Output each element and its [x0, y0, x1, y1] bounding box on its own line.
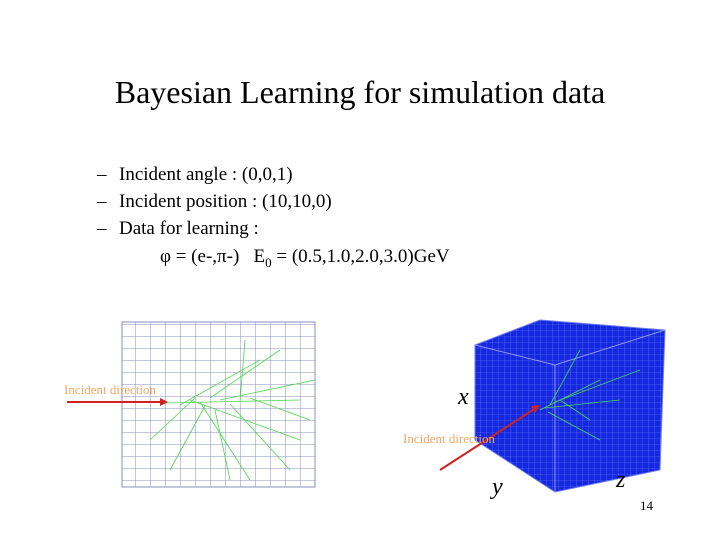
- figure-label: Incident direction: [64, 382, 157, 397]
- formula-subscript: 0: [265, 254, 272, 270]
- figure-label: Incident direction: [403, 431, 496, 446]
- formula-part: φ = (e-,π-): [160, 246, 240, 267]
- slide-title: Bayesian Learning for simulation data: [114, 74, 606, 110]
- bullet: – Data for learning :: [97, 218, 259, 239]
- bullet-text: Incident angle : (0,0,1): [119, 164, 293, 185]
- detector-side-view: Incident direction: [64, 321, 316, 488]
- axis-label: y: [490, 474, 503, 500]
- bullet: – Incident position : (10,10,0): [97, 191, 332, 212]
- formula-part: E: [253, 246, 266, 267]
- page-number: 14: [640, 498, 653, 513]
- bullet-text: Data for learning :: [119, 218, 259, 239]
- formula-part: = (0.5,1.0,2.0,3.0)GeV: [271, 246, 450, 267]
- bullet-text: Incident position : (10,10,0): [119, 191, 332, 212]
- axis-label: x: [457, 384, 469, 410]
- axis-label: z: [615, 467, 626, 493]
- bullet: – Incident angle : (0,0,1): [97, 164, 293, 185]
- formula: φ = (e-,π-) E0 = (0.5,1.0,2.0,3.0)GeV: [160, 246, 450, 271]
- detector-3d-view: Incident direction x y z: [403, 319, 666, 500]
